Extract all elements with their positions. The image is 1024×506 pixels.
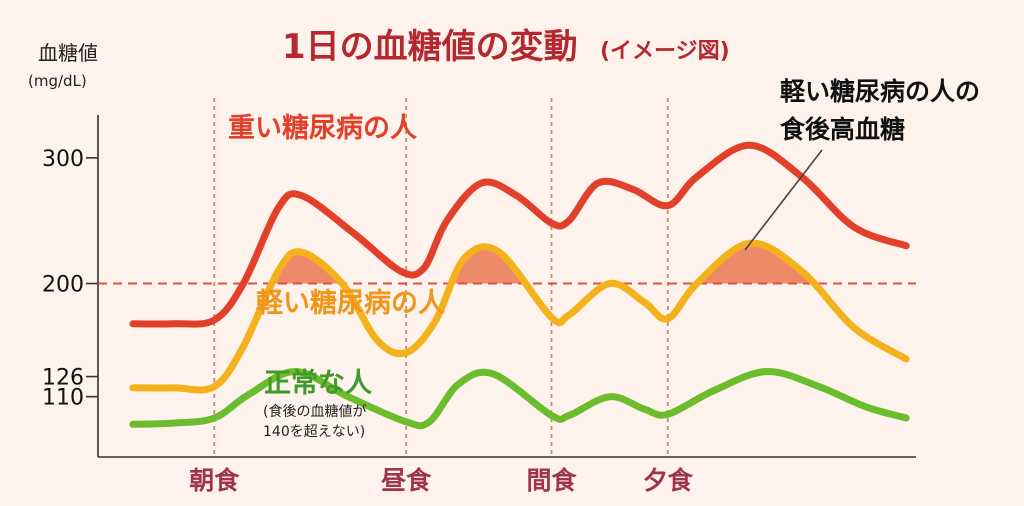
meal-lines [213,98,669,457]
chart-title: 1日の血糖値の変動 [282,27,578,67]
meal-label-3: 夕食 [643,466,694,495]
hyperglycemia-areas [132,243,907,284]
meal-label-1: 昼食 [381,466,432,495]
meal-labels: 朝食 昼食 間食 夕食 [189,466,694,495]
y-axis-label: 血糖値 [38,41,98,65]
series-line-normal [129,367,910,430]
axes [97,115,916,458]
normal-note-line-1: (食後の血糖値が [263,403,366,420]
annotation-line-1: 軽い糖尿病の人の [780,77,980,106]
y-axis-unit: (mg/dL) [28,72,87,90]
y-tick-label-200: 200 [42,273,84,298]
label-normal: 正常な人 [264,368,372,399]
y-tick-label-126: 126 [42,366,84,391]
meal-label-0: 朝食 [189,466,240,495]
annotation-line-2: 食後高血糖 [780,115,905,144]
series-line-severe [129,141,910,328]
y-tick-label-300: 300 [42,147,84,172]
y-tick-label-110: 110 [42,386,84,411]
series-line-mild [129,239,910,394]
meal-label-2: 間食 [527,466,578,495]
label-mild: 軽い糖尿病の人 [256,287,445,319]
hyperglycemia-area [132,243,907,284]
normal-note-line-2: 140を超えない) [263,424,365,440]
series-lines [129,141,910,430]
label-severe: 重い糖尿病の人 [228,112,417,144]
chart-subtitle: (イメージ図) [600,39,730,64]
annotation-leader-line [744,149,823,251]
